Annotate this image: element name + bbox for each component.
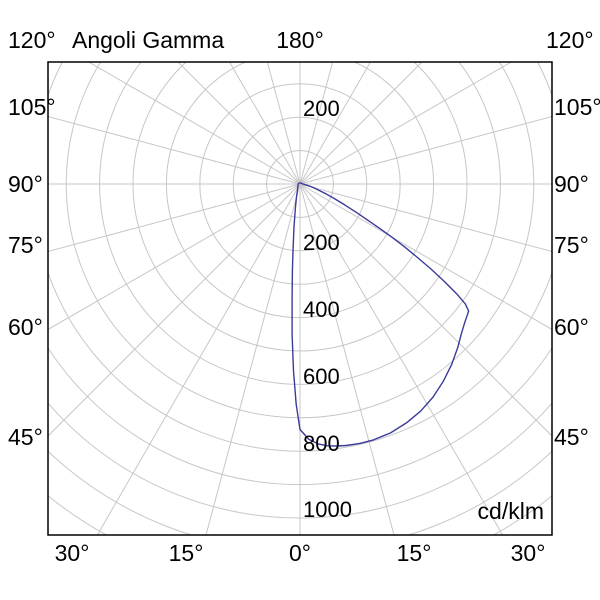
angle-label-left-60: 60° (8, 314, 43, 340)
angle-label-bottom-15R: 15° (396, 540, 432, 566)
curve-layer (291, 182, 470, 447)
angle-label-top-left: 120° (8, 27, 56, 53)
angle-label-left-105: 105° (8, 94, 56, 120)
ring-label-800: 800 (303, 431, 340, 456)
ring-label-200: 200 (303, 230, 340, 255)
ring-label-200-top: 200 (303, 96, 340, 121)
angle-label-bottom-0: 0° (289, 540, 311, 566)
angle-label-left-45: 45° (8, 424, 43, 450)
angle-label-bottom-30R: 30° (510, 540, 546, 566)
angle-label-bottom-30L: 30° (54, 540, 90, 566)
ring-label-400: 400 (303, 297, 340, 322)
angle-label-top-center: 180° (276, 27, 324, 53)
angle-label-right-90: 90° (554, 171, 589, 197)
ring-label-600: 600 (303, 364, 340, 389)
angle-label-bottom-15L: 15° (168, 540, 204, 566)
angle-label-top-right: 120° (546, 27, 594, 53)
chart-title: Angoli Gamma (72, 27, 225, 53)
angle-label-right-75: 75° (554, 232, 589, 258)
angle-label-right-45: 45° (554, 424, 589, 450)
units-label: cd/klm (477, 498, 544, 524)
angle-label-left-90: 90° (8, 171, 43, 197)
plot-frame (47, 61, 553, 536)
ring-label-1000: 1000 (303, 497, 352, 522)
angle-label-right-60: 60° (554, 314, 589, 340)
angle-label-right-105: 105° (554, 94, 600, 120)
angle-label-left-75: 75° (8, 232, 43, 258)
intensity-curve (291, 182, 470, 447)
